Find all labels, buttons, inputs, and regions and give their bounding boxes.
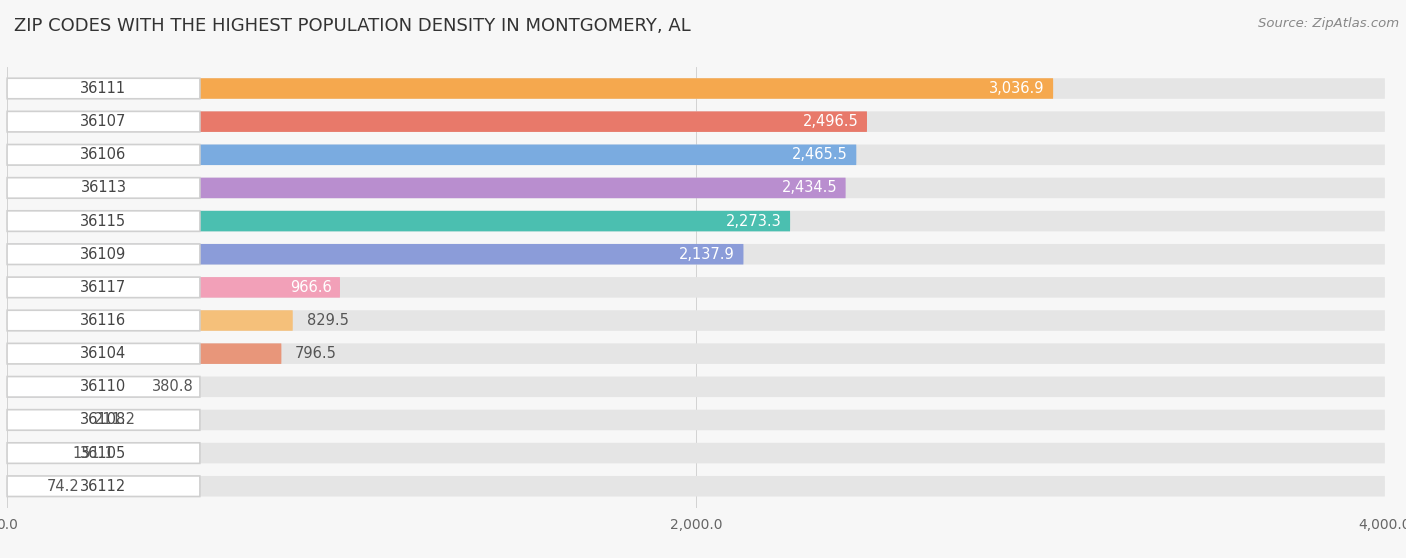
Text: 2,137.9: 2,137.9 <box>679 247 735 262</box>
Text: 211.2: 211.2 <box>94 412 135 427</box>
Text: 151.1: 151.1 <box>73 446 115 460</box>
Text: 74.2: 74.2 <box>46 479 79 494</box>
FancyBboxPatch shape <box>7 343 281 364</box>
FancyBboxPatch shape <box>7 310 200 331</box>
Text: 36108: 36108 <box>80 412 127 427</box>
Text: 36111: 36111 <box>80 81 127 96</box>
FancyBboxPatch shape <box>7 476 1385 497</box>
FancyBboxPatch shape <box>7 78 200 99</box>
Text: 36116: 36116 <box>80 313 127 328</box>
Text: 829.5: 829.5 <box>307 313 349 328</box>
FancyBboxPatch shape <box>7 145 856 165</box>
FancyBboxPatch shape <box>7 112 868 132</box>
Text: 36105: 36105 <box>80 446 127 460</box>
Text: 796.5: 796.5 <box>295 346 337 361</box>
FancyBboxPatch shape <box>7 443 200 463</box>
Text: 380.8: 380.8 <box>152 379 194 395</box>
FancyBboxPatch shape <box>7 443 59 463</box>
FancyBboxPatch shape <box>7 310 292 331</box>
Text: 3,036.9: 3,036.9 <box>988 81 1045 96</box>
FancyBboxPatch shape <box>7 343 200 364</box>
FancyBboxPatch shape <box>7 177 1385 198</box>
Text: 2,465.5: 2,465.5 <box>792 147 848 162</box>
Text: 36112: 36112 <box>80 479 127 494</box>
FancyBboxPatch shape <box>7 145 200 165</box>
FancyBboxPatch shape <box>7 244 200 264</box>
Text: 36106: 36106 <box>80 147 127 162</box>
FancyBboxPatch shape <box>7 410 1385 430</box>
Text: 36113: 36113 <box>80 180 127 195</box>
Text: 36107: 36107 <box>80 114 127 129</box>
FancyBboxPatch shape <box>7 343 1385 364</box>
FancyBboxPatch shape <box>7 377 138 397</box>
Text: 36109: 36109 <box>80 247 127 262</box>
FancyBboxPatch shape <box>7 177 200 198</box>
FancyBboxPatch shape <box>7 244 744 264</box>
Text: 2,496.5: 2,496.5 <box>803 114 859 129</box>
FancyBboxPatch shape <box>7 277 340 297</box>
FancyBboxPatch shape <box>7 244 1385 264</box>
FancyBboxPatch shape <box>7 112 1385 132</box>
FancyBboxPatch shape <box>7 277 1385 297</box>
FancyBboxPatch shape <box>7 112 200 132</box>
Text: ZIP CODES WITH THE HIGHEST POPULATION DENSITY IN MONTGOMERY, AL: ZIP CODES WITH THE HIGHEST POPULATION DE… <box>14 17 690 35</box>
Text: 966.6: 966.6 <box>290 280 332 295</box>
FancyBboxPatch shape <box>7 277 200 297</box>
Text: Source: ZipAtlas.com: Source: ZipAtlas.com <box>1258 17 1399 30</box>
FancyBboxPatch shape <box>7 410 80 430</box>
Text: 2,273.3: 2,273.3 <box>725 214 782 229</box>
FancyBboxPatch shape <box>7 78 1053 99</box>
FancyBboxPatch shape <box>7 310 1385 331</box>
FancyBboxPatch shape <box>7 211 1385 232</box>
FancyBboxPatch shape <box>7 377 200 397</box>
FancyBboxPatch shape <box>7 211 790 232</box>
FancyBboxPatch shape <box>7 476 200 497</box>
FancyBboxPatch shape <box>7 377 1385 397</box>
FancyBboxPatch shape <box>7 476 32 497</box>
FancyBboxPatch shape <box>7 145 1385 165</box>
Text: 36117: 36117 <box>80 280 127 295</box>
FancyBboxPatch shape <box>7 177 845 198</box>
FancyBboxPatch shape <box>7 410 200 430</box>
Text: 36110: 36110 <box>80 379 127 395</box>
FancyBboxPatch shape <box>7 443 1385 463</box>
Text: 36104: 36104 <box>80 346 127 361</box>
FancyBboxPatch shape <box>7 211 200 232</box>
FancyBboxPatch shape <box>7 78 1385 99</box>
Text: 36115: 36115 <box>80 214 127 229</box>
Text: 2,434.5: 2,434.5 <box>782 180 837 195</box>
